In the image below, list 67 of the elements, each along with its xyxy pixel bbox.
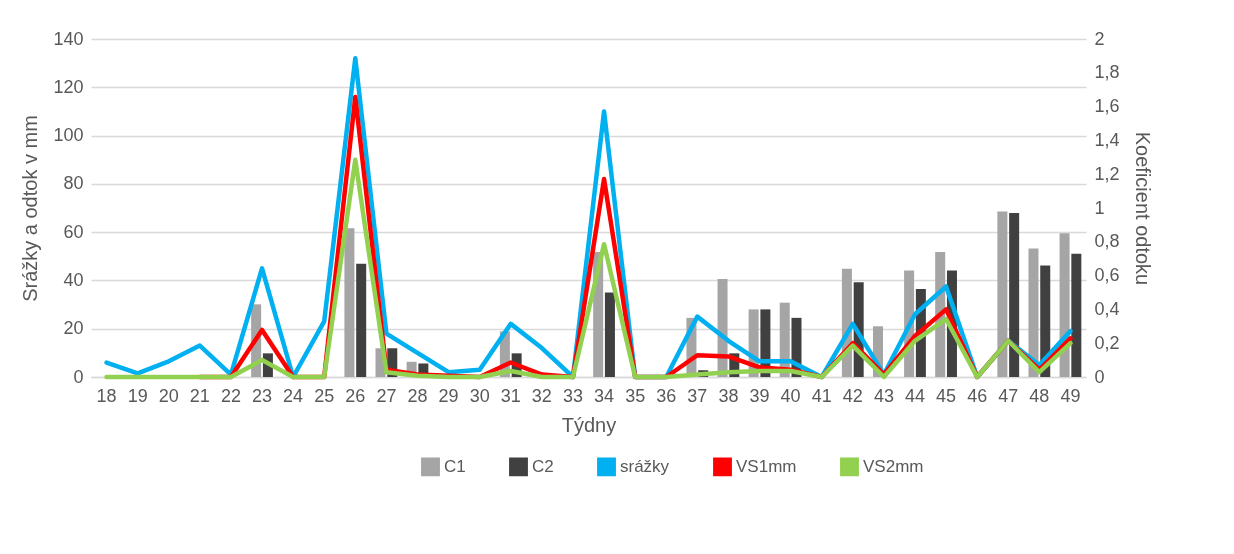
x-tick-label: 29 (438, 385, 459, 406)
x-tick-label: 18 (96, 385, 117, 406)
x-tick-label: 21 (189, 385, 210, 406)
bar (1071, 253, 1082, 377)
y2-tick-label: 0,4 (1094, 298, 1120, 319)
x-axis-title: Týdny (561, 413, 617, 436)
y-tick-label: 100 (53, 125, 84, 146)
x-tick-label: 27 (376, 385, 397, 406)
legend-label: srážky (620, 456, 670, 476)
y2-tick-label: 1,8 (1094, 62, 1120, 83)
bar (356, 263, 367, 377)
x-tick-label: 25 (314, 385, 335, 406)
x-tick-label: 19 (127, 385, 148, 406)
y2-tick-label: 0,8 (1094, 231, 1120, 252)
x-tick-label: 40 (780, 385, 801, 406)
line-series (104, 157, 1073, 380)
y-tick-label: 120 (53, 76, 84, 97)
x-tick-label: 45 (936, 385, 957, 406)
x-tick-label: 28 (407, 385, 428, 406)
x-tick-label: 33 (562, 385, 583, 406)
x-tick-label: 39 (749, 385, 770, 406)
y-tick-label: 60 (63, 221, 84, 242)
x-tick-label: 31 (500, 385, 521, 406)
x-tick-label: 36 (656, 385, 677, 406)
y2-tick-label: 1,6 (1094, 96, 1120, 117)
x-tick-label: 44 (904, 385, 925, 406)
legend-label: VS2mm (863, 456, 924, 476)
y2-tick-label: 2 (1094, 28, 1105, 49)
x-tick-label: 24 (283, 385, 304, 406)
x-tick-label: 20 (158, 385, 179, 406)
x-tick-label: 35 (625, 385, 646, 406)
x-tick-label: 37 (687, 385, 708, 406)
x-tick-label: 48 (1029, 385, 1050, 406)
y2-tick-label: 1 (1094, 197, 1105, 218)
y2-tick-label: 0,6 (1094, 265, 1120, 286)
x-tick-label: 23 (252, 385, 273, 406)
y2-tick-label: 0,2 (1094, 332, 1120, 353)
bar (344, 228, 355, 377)
x-tick-label: 43 (873, 385, 894, 406)
x-tick-label: 32 (531, 385, 552, 406)
legend-label: VS1mm (736, 456, 797, 476)
x-tick-label: 49 (1060, 385, 1081, 406)
x-tick-label: 41 (811, 385, 832, 406)
x-tick-label: 47 (998, 385, 1019, 406)
y-tick-label: 40 (63, 269, 84, 290)
y-tick-label: 20 (63, 318, 84, 339)
y2-tick-label: 1,2 (1094, 163, 1120, 184)
legend-label: C1 (444, 456, 466, 476)
y-tick-label: 140 (53, 28, 84, 49)
x-tick-label: 46 (967, 385, 988, 406)
y-tick-label: 80 (63, 173, 84, 194)
x-tick-label: 22 (220, 385, 241, 406)
bar (1028, 248, 1039, 377)
x-tick-label: 42 (842, 385, 863, 406)
y2-tick-label: 0 (1094, 366, 1105, 387)
legend-label: C2 (532, 456, 554, 476)
y-tick-label: 0 (73, 366, 84, 387)
y2-tick-label: 1,4 (1094, 129, 1120, 150)
bar (1009, 213, 1020, 377)
bar (604, 292, 615, 377)
y2-axis-title: Koeficient odtoku (1131, 131, 1154, 286)
x-tick-label: 26 (345, 385, 366, 406)
y-axis-title: Srážky a odtok v mm (19, 115, 42, 302)
x-tick-label: 34 (594, 385, 615, 406)
x-tick-label: 30 (469, 385, 490, 406)
bar (997, 211, 1008, 377)
x-tick-label: 38 (718, 385, 739, 406)
